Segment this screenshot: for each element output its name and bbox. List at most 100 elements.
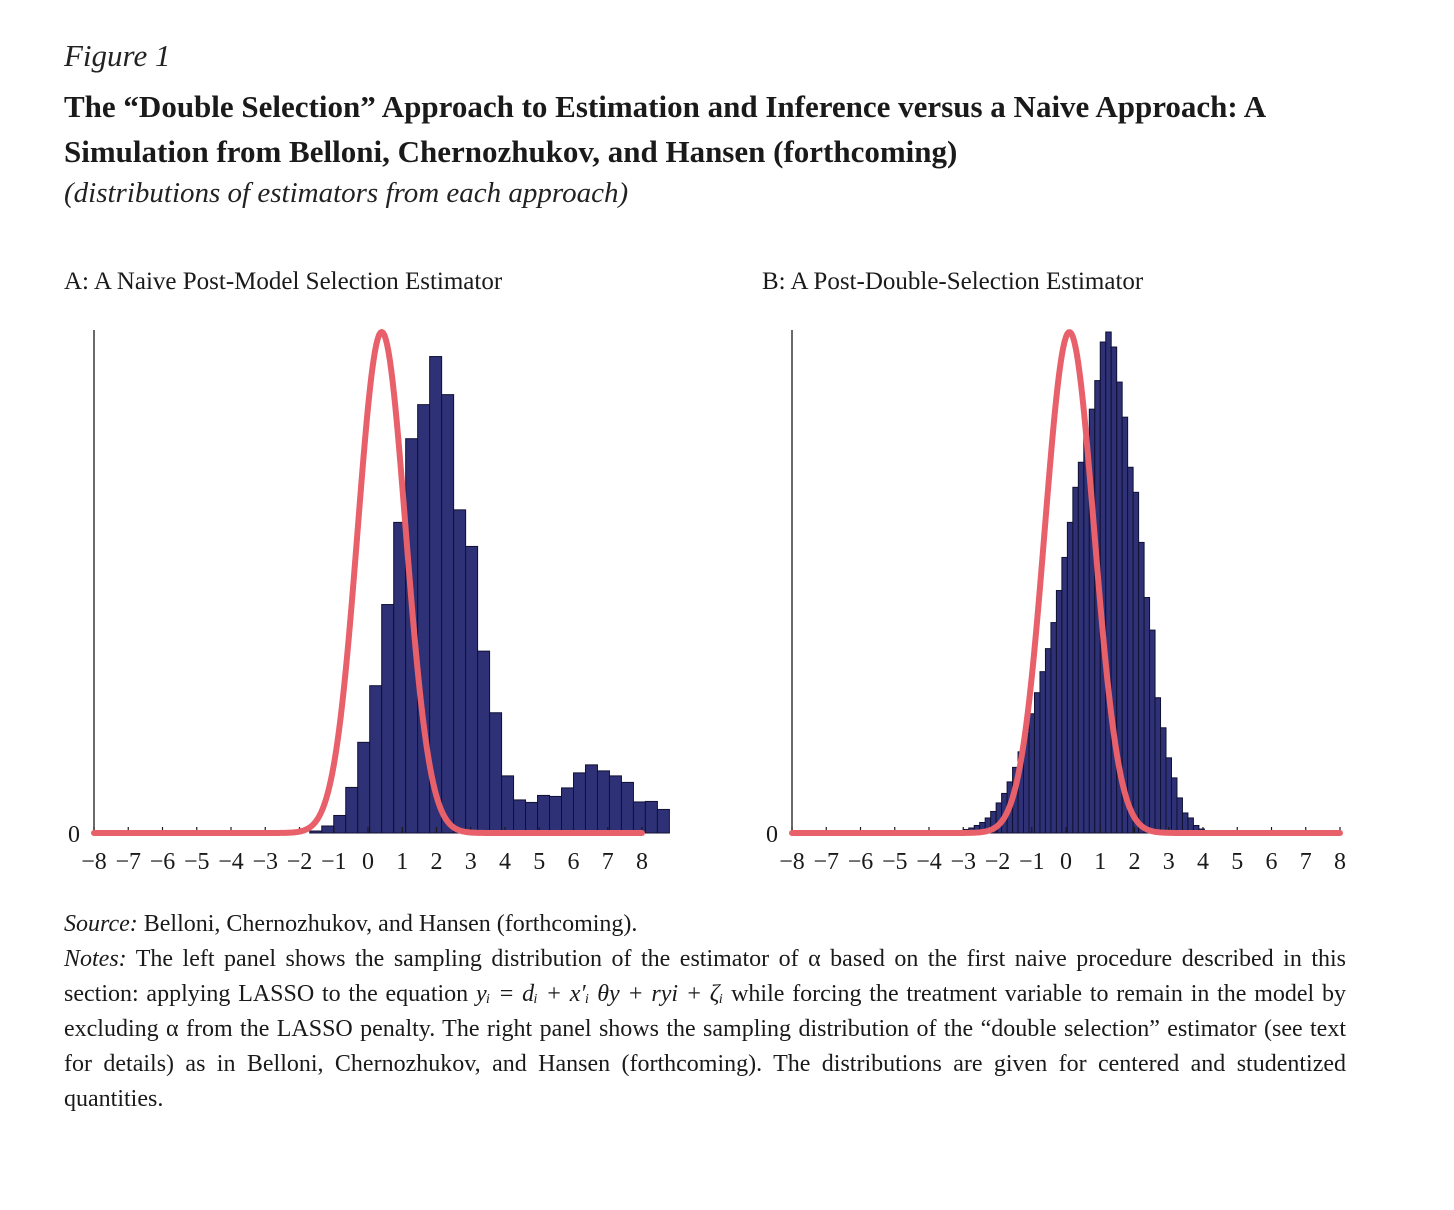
x-tick-label: 2	[431, 849, 443, 875]
histogram-bar	[1105, 331, 1112, 834]
histogram-bar	[596, 770, 610, 834]
notes-paragraph: Notes: The left panel shows the sampling…	[64, 942, 1346, 1117]
histogram-bar	[333, 814, 347, 834]
histogram-bar	[1050, 622, 1057, 834]
histogram-bar	[1039, 671, 1046, 834]
panel-a-title: A: A Naive Post-Model Selection Estimato…	[64, 268, 503, 295]
x-tick-label: 2	[1129, 849, 1141, 875]
histogram-bar	[477, 650, 491, 834]
histogram-bar	[1077, 461, 1085, 834]
x-tick-label: −3	[252, 849, 278, 875]
x-tick-label: −7	[813, 849, 839, 875]
histogram-bar	[453, 509, 467, 834]
x-tick-label: 1	[1094, 849, 1106, 875]
y-tick-label: 0	[68, 822, 80, 848]
panel-b-chart: −8 −7 −6 −5 −4 −3 −2 −1 0 1 2 3 4 5 6 7 80	[766, 329, 1346, 875]
histogram-bar	[1028, 713, 1035, 834]
figure-title: The “Double Selection” Approach to Estim…	[64, 89, 1265, 169]
density-curve	[91, 329, 645, 836]
figure-subtitle: (distributions of estimators from each a…	[64, 177, 629, 209]
x-tick-labels: −8 −7 −6 −5 −4 −3 −2 −1 0 1 2 3 4 5 6 7 8	[81, 849, 648, 875]
histogram-bar	[1132, 491, 1140, 834]
x-tick-label: 4	[1197, 849, 1209, 875]
histogram-bar	[1149, 629, 1156, 834]
histogram-bar	[309, 830, 323, 834]
histogram-bar	[1061, 556, 1068, 834]
panel-b-title: B: A Post-Double-Selection Estimator	[762, 268, 1144, 295]
x-tick-label: 5	[1231, 849, 1243, 875]
notes-equation: yᵢ = dᵢ + x′ᵢ θy + ryi + ζᵢ	[475, 981, 724, 1007]
figure-notes: Source: Belloni, Chernozhukov, and Hanse…	[64, 907, 1346, 1117]
x-tick-label: −4	[218, 849, 244, 875]
x-tick-label: 7	[602, 849, 614, 875]
x-tick-labels: −8 −7 −6 −5 −4 −3 −2 −1 0 1 2 3 4 5 6 7 8	[779, 849, 1346, 875]
notes-text-2: while forcing the treatment variable to …	[64, 981, 1346, 1112]
histogram-bar	[1138, 541, 1145, 834]
histogram-bar	[1044, 648, 1052, 834]
histogram-bar	[1055, 590, 1063, 834]
histogram-bar	[357, 741, 371, 834]
x-tick-label: −2	[985, 849, 1011, 875]
histogram-bar	[465, 545, 479, 834]
histogram-bar	[1170, 777, 1178, 834]
histogram-bar	[573, 772, 586, 834]
histogram-bar	[1154, 697, 1162, 834]
x-tick-label: 4	[499, 849, 511, 875]
histogram-bar	[369, 685, 383, 834]
x-tick-label: 0	[362, 849, 374, 875]
histogram-bar	[1033, 692, 1041, 834]
histogram-bar	[1127, 466, 1134, 834]
x-tick-label: 1	[396, 849, 408, 875]
histogram-bar	[513, 799, 527, 834]
histogram-bar	[1160, 727, 1167, 834]
panel-a-chart: −8 −7 −6 −5 −4 −3 −2 −1 0 1 2 3 4 5 6 7 80	[68, 329, 670, 875]
histogram-bar	[1066, 521, 1074, 834]
histogram-bar	[525, 801, 539, 834]
x-tick-label: −1	[321, 849, 347, 875]
histogram-bar	[561, 787, 575, 834]
x-tick-label: 8	[1334, 849, 1346, 875]
source-label: Source:	[64, 911, 138, 937]
source-line: Source: Belloni, Chernozhukov, and Hanse…	[64, 907, 1346, 942]
histogram-bar	[632, 801, 646, 834]
histogram-bar	[1121, 416, 1129, 834]
x-tick-label: 8	[636, 849, 648, 875]
source-text: Belloni, Chernozhukov, and Hansen (forth…	[143, 911, 638, 937]
histogram-bar	[1176, 797, 1183, 834]
histogram-bar	[644, 800, 658, 834]
y-tick-label: 0	[766, 822, 778, 848]
histogram-bar	[345, 786, 359, 834]
histogram-bar	[549, 795, 563, 834]
notes-text-1: The left panel shows the sampling distri…	[64, 946, 1346, 1007]
histogram-bar	[1165, 757, 1172, 834]
figure-label: Figure 1	[64, 38, 171, 73]
x-tick-label: −3	[950, 849, 976, 875]
histogram-bar	[656, 808, 670, 834]
x-tick-label: −2	[287, 849, 313, 875]
histogram-bar	[1143, 597, 1151, 834]
x-tick-label: 6	[1266, 849, 1278, 875]
x-tick-label: −5	[184, 849, 210, 875]
histogram-bars	[940, 331, 1205, 834]
x-tick-label: −1	[1019, 849, 1045, 875]
x-tick-label: −6	[150, 849, 176, 875]
notes-label: Notes:	[64, 946, 127, 972]
x-tick-label: 7	[1300, 849, 1312, 875]
histogram-bar	[381, 604, 395, 834]
x-tick-label: −7	[115, 849, 141, 875]
histogram-bar	[608, 775, 622, 834]
x-tick-label: 3	[1163, 849, 1175, 875]
histogram-bar	[393, 521, 407, 834]
histogram-bar	[489, 712, 503, 834]
x-tick-label: 6	[568, 849, 580, 875]
histogram-bar	[501, 775, 515, 834]
x-tick-label: −5	[882, 849, 908, 875]
x-tick-label: 5	[533, 849, 545, 875]
x-tick-label: −8	[81, 849, 107, 875]
x-tick-label: −6	[848, 849, 874, 875]
histogram-bar	[321, 825, 335, 834]
histogram-bar	[584, 764, 598, 834]
x-tick-label: 3	[465, 849, 477, 875]
histogram-bar	[1072, 486, 1079, 834]
x-tick-label: 0	[1060, 849, 1072, 875]
